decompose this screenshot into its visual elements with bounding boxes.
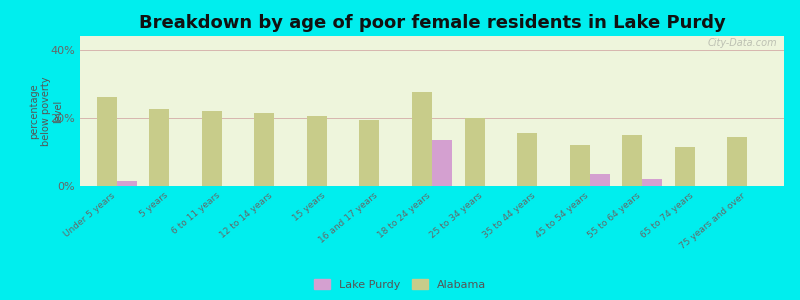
Bar — [432, 140, 452, 186]
Legend: Lake Purdy, Alabama: Lake Purdy, Alabama — [309, 275, 491, 294]
Bar — [254, 113, 274, 186]
Y-axis label: percentage
below poverty
level: percentage below poverty level — [30, 76, 63, 146]
Bar — [117, 181, 137, 186]
Bar — [674, 147, 694, 186]
Bar — [642, 179, 662, 186]
Text: City-Data.com: City-Data.com — [707, 38, 777, 47]
Bar — [622, 135, 642, 186]
Bar — [359, 119, 379, 186]
Bar — [465, 118, 485, 186]
Bar — [727, 136, 747, 186]
Bar — [150, 109, 170, 186]
Bar — [517, 133, 537, 186]
Bar — [590, 174, 610, 186]
Bar — [412, 92, 432, 186]
Bar — [307, 116, 327, 186]
Title: Breakdown by age of poor female residents in Lake Purdy: Breakdown by age of poor female resident… — [138, 14, 726, 32]
Bar — [570, 145, 590, 186]
Bar — [202, 111, 222, 186]
Bar — [97, 98, 117, 186]
